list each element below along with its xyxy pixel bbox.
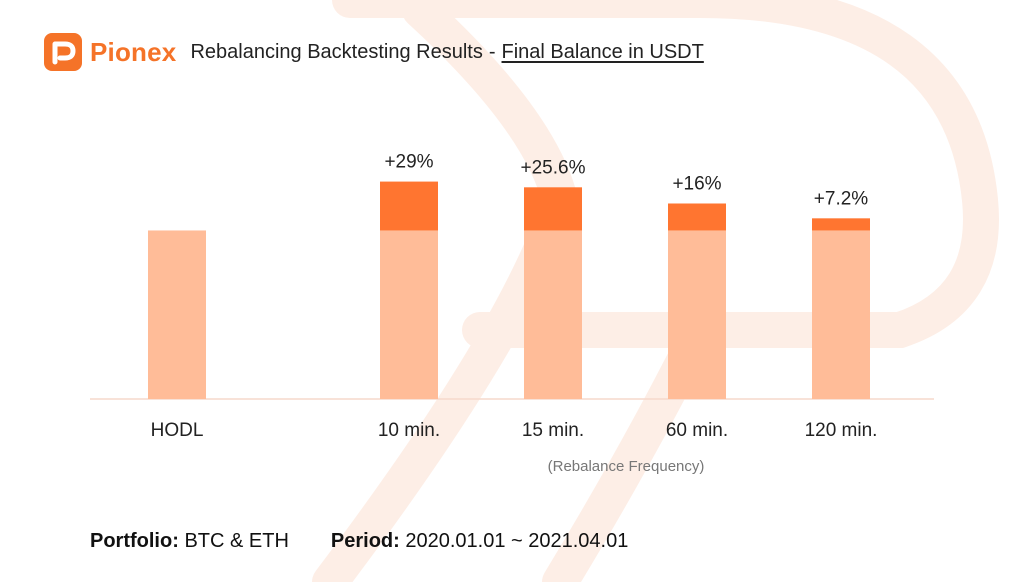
- portfolio-info: Portfolio: BTC & ETH: [90, 530, 289, 553]
- bar-segment-1-1: [380, 181, 438, 231]
- data-label-4: +7.2%: [814, 188, 869, 209]
- data-label-3: +16%: [672, 173, 721, 194]
- x-tick-label-4: 120 min.: [805, 420, 878, 441]
- bar-segment-1-3: [668, 203, 726, 231]
- x-tick-label-0: HODL: [151, 420, 204, 441]
- bar-segment-0-0: [148, 230, 206, 399]
- data-label-1: +29%: [384, 152, 433, 173]
- period-label: Period:: [330, 530, 400, 552]
- pionex-logo-icon: [44, 33, 82, 71]
- period-value: 2020.01.01 ~ 2021.04.01: [405, 530, 629, 552]
- title-subtitle: Final Balance in USDT: [501, 40, 704, 63]
- footer: Portfolio: BTC & ETH Period: 2020.01.01 …: [90, 530, 670, 553]
- portfolio-label: Portfolio:: [90, 530, 179, 552]
- title-separator: -: [488, 40, 496, 63]
- period-info: Period: 2020.01.01 ~ 2021.04.01: [331, 530, 628, 553]
- bar-segment-1-2: [524, 187, 582, 231]
- x-tick-label-1: 10 min.: [378, 420, 440, 441]
- data-label-2: +25.6%: [521, 157, 586, 178]
- x-axis-label: (Rebalance Frequency): [548, 458, 705, 475]
- x-tick-label-3: 60 min.: [666, 420, 728, 441]
- bar-segment-0-2: [524, 230, 582, 399]
- header: Pionex Rebalancing Backtesting Results - F…: [44, 32, 704, 72]
- page-title: Rebalancing Backtesting Results - Final Ba…: [190, 41, 703, 64]
- x-tick-label-2: 15 min.: [522, 420, 584, 441]
- bar-segment-0-3: [668, 230, 726, 399]
- title-text: Rebalancing Backtesting Results: [190, 40, 483, 63]
- portfolio-value: BTC & ETH: [184, 530, 289, 552]
- bar-segment-1-4: [812, 218, 870, 231]
- bar-segment-0-4: [812, 230, 870, 399]
- brand-name: Pionex: [90, 36, 177, 67]
- bar-segment-0-1: [380, 230, 438, 399]
